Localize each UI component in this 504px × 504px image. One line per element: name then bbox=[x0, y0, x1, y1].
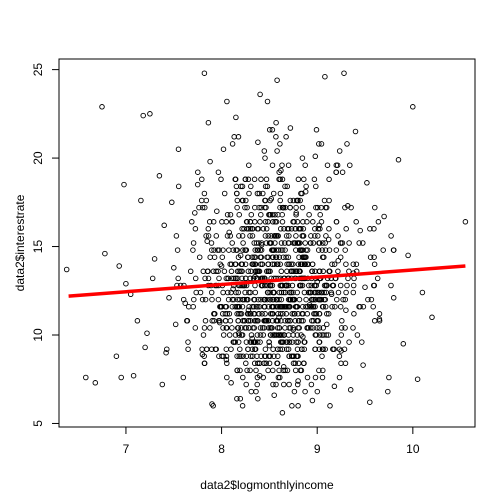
x-tick-label: 10 bbox=[406, 442, 420, 456]
x-axis-label: data2$logmonthlyincome bbox=[200, 478, 334, 492]
x-tick-label: 9 bbox=[314, 442, 321, 456]
x-tick-label: 7 bbox=[123, 442, 130, 456]
y-tick-label: 20 bbox=[31, 151, 45, 165]
y-tick-label: 25 bbox=[31, 63, 45, 77]
y-axis-label: data2$interestrate bbox=[13, 194, 27, 291]
x-tick-label: 8 bbox=[218, 442, 225, 456]
y-tick-label: 5 bbox=[31, 420, 45, 427]
y-tick-label: 10 bbox=[31, 328, 45, 342]
y-tick-label: 15 bbox=[31, 240, 45, 254]
